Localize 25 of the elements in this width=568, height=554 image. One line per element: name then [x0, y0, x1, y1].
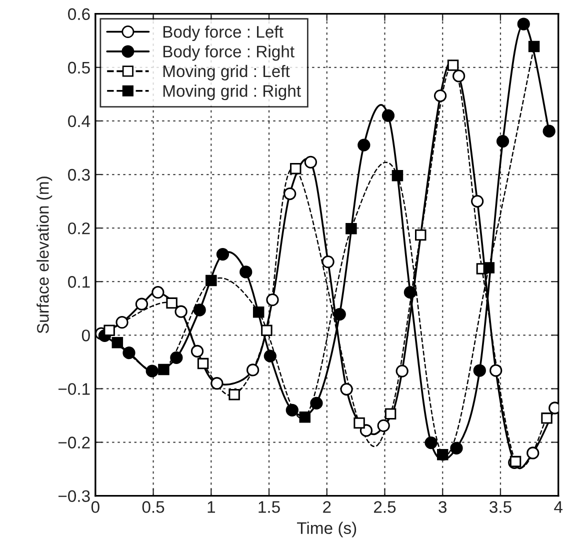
x-tick-label: 1.5 — [258, 501, 280, 513]
y-tick-label: −0.1 — [58, 383, 90, 395]
x-tick-label: 2.5 — [374, 501, 396, 513]
x-tick-label: 1 — [208, 501, 215, 513]
y-tick-label: 0.2 — [68, 222, 90, 234]
y-tick-label: 0 — [82, 330, 90, 342]
y-axis-title: Surface elevation (m) — [36, 176, 52, 334]
y-tick-label: 0.4 — [68, 115, 90, 128]
legend-label: Moving grid : Right — [163, 84, 301, 100]
x-axis-title: Time (s) — [297, 522, 356, 538]
y-tick-label: −0.2 — [58, 436, 90, 448]
x-tick-label: 4 — [554, 501, 562, 513]
y-tick-label: 0.5 — [68, 62, 90, 74]
x-tick-label: 3 — [438, 501, 447, 513]
y-tick-label: 0.3 — [68, 168, 90, 181]
legend-label: Body force : Right — [163, 45, 294, 61]
y-tick-label: 0.6 — [68, 8, 90, 20]
x-tick-label: 0 — [91, 501, 100, 513]
y-tick-label: 0.1 — [68, 276, 90, 288]
y-tick-label: −0.3 — [58, 490, 90, 502]
x-tick-label: 3.5 — [490, 501, 512, 513]
legend-label: Moving grid : Left — [163, 64, 290, 80]
x-tick-label: 2 — [323, 501, 331, 513]
legend-label: Body force : Left — [163, 26, 284, 42]
x-tick-label: 0.5 — [142, 501, 164, 513]
